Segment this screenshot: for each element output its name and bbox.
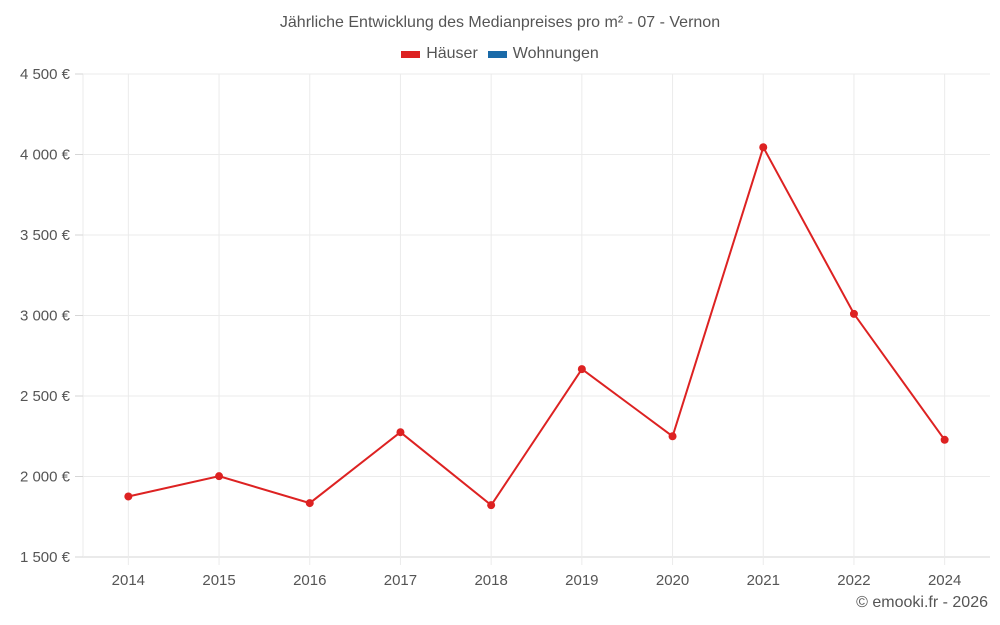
legend-swatch-haeuser — [401, 50, 421, 58]
x-tick-label: 2014 — [112, 572, 145, 589]
y-tick-label: 4 500 € — [20, 66, 71, 83]
gridlines — [82, 73, 990, 565]
chart-title: Jährliche Entwicklung des Medianpreises … — [279, 14, 721, 31]
legend-item-wohnungen[interactable]: Wohnungen — [487, 45, 599, 63]
x-tick-label: 2015 — [202, 572, 235, 589]
x-tick-label: 2024 — [928, 572, 961, 589]
chart-legend: Häuser Wohnungen — [0, 45, 1000, 63]
data-point[interactable] — [668, 432, 677, 441]
y-tick-label: 3 000 € — [20, 308, 71, 325]
data-point[interactable] — [759, 143, 768, 152]
series-line — [128, 144, 946, 507]
data-point[interactable] — [940, 435, 949, 444]
y-tick-label: 2 500 € — [20, 388, 71, 405]
data-point[interactable] — [124, 492, 133, 501]
y-tick-label: 4 000 € — [20, 147, 71, 164]
x-tick-label: 2016 — [293, 572, 326, 589]
x-tick-label: 2018 — [474, 572, 507, 589]
legend-item-haeuser[interactable]: Häuser — [401, 45, 478, 63]
x-axis: 2014 2015 2016 2017 2018 2019 2020 2021 2022 2024 — [112, 572, 962, 589]
x-tick-label: 2017 — [384, 572, 417, 589]
x-tick-label: 2020 — [656, 572, 689, 589]
data-point[interactable] — [487, 501, 496, 510]
data-point[interactable] — [215, 472, 224, 481]
y-tick-label: 1 500 € — [20, 549, 71, 566]
data-point[interactable] — [305, 499, 314, 508]
credit-text: © emooki.fr - 2026 — [856, 594, 988, 611]
data-point[interactable] — [849, 309, 858, 318]
y-axis: 1 500 € 2 000 € 2 500 € 3 000 € 3 500 € 4 000… — [20, 66, 83, 566]
data-point[interactable] — [577, 365, 586, 374]
x-tick-label: 2021 — [747, 572, 780, 589]
legend-label-wohnungen: Wohnungen — [512, 45, 599, 62]
legend-label-haeuser: Häuser — [426, 45, 478, 62]
x-tick-label: 2019 — [565, 572, 598, 589]
x-tick-label: 2022 — [837, 572, 870, 589]
y-tick-label: 2 000 € — [20, 469, 71, 486]
data-point[interactable] — [396, 428, 405, 437]
y-tick-label: 3 500 € — [20, 227, 71, 244]
legend-swatch-wohnungen — [487, 50, 507, 58]
series-haeuser — [124, 143, 949, 510]
